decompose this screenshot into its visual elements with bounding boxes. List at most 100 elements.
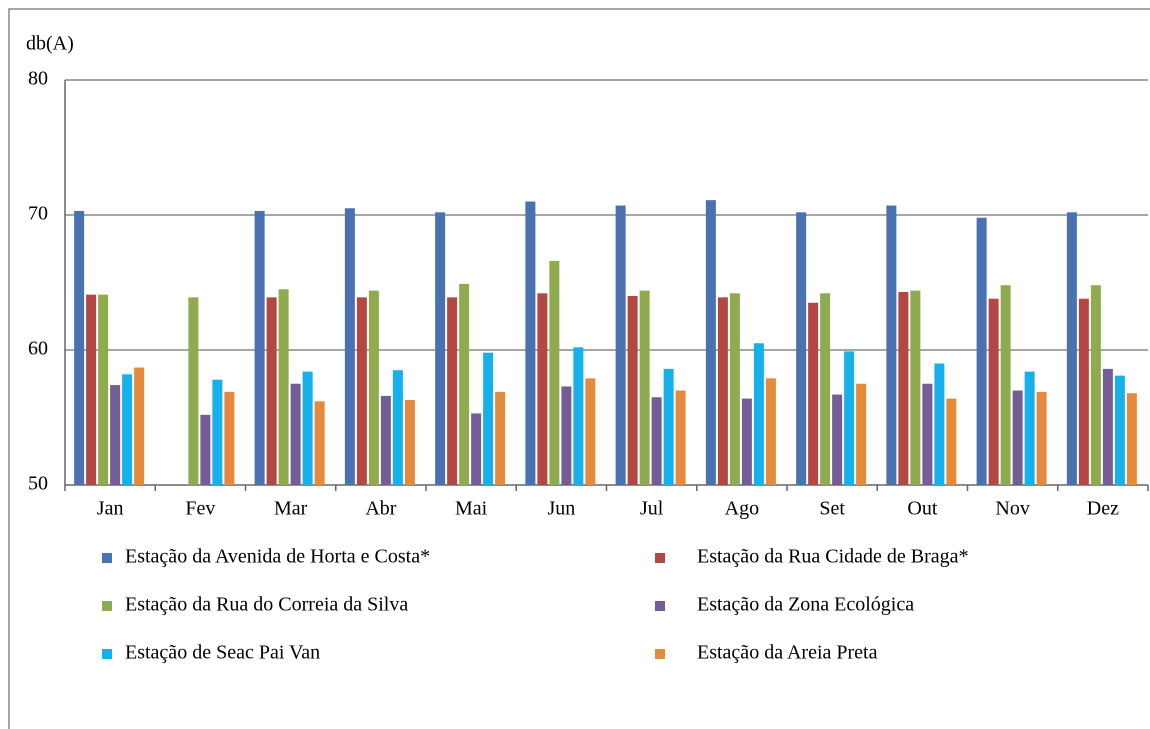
bar bbox=[1012, 390, 1023, 485]
bar bbox=[188, 297, 199, 485]
x-tick-label: Set bbox=[819, 498, 845, 520]
bar bbox=[922, 383, 933, 485]
y-tick-label: 70 bbox=[28, 203, 48, 225]
bar bbox=[314, 401, 325, 485]
bar bbox=[729, 293, 740, 485]
bar bbox=[380, 395, 391, 485]
bar bbox=[639, 290, 650, 485]
bar bbox=[537, 293, 548, 485]
x-tick-label: Ago bbox=[725, 498, 759, 520]
bar bbox=[254, 210, 265, 485]
legend-marker bbox=[655, 601, 665, 611]
bar bbox=[663, 368, 674, 485]
bar bbox=[483, 352, 494, 485]
legend-label: Estação da Rua do Correia da Silva bbox=[125, 594, 408, 616]
frame bbox=[8, 8, 1150, 729]
x-tick-label: Mar bbox=[274, 498, 308, 520]
y-axis-label: db(A) bbox=[26, 33, 74, 55]
x-tick-label: Jan bbox=[97, 498, 124, 520]
legend-marker bbox=[102, 553, 112, 563]
bar bbox=[435, 212, 446, 486]
bar bbox=[134, 367, 145, 485]
bar bbox=[832, 394, 843, 485]
bar bbox=[651, 397, 662, 485]
x-tick-label: Nov bbox=[995, 498, 1029, 520]
bar bbox=[886, 205, 897, 486]
bar bbox=[110, 385, 121, 485]
bar bbox=[808, 302, 819, 485]
bar bbox=[278, 289, 289, 485]
bar bbox=[910, 290, 921, 485]
legend-label: Estação da Avenida de Horta e Costa* bbox=[125, 546, 430, 568]
bar bbox=[1078, 298, 1089, 485]
bar bbox=[573, 347, 584, 485]
bar bbox=[98, 294, 109, 485]
bar bbox=[1066, 212, 1077, 486]
x-tick-label: Abr bbox=[365, 498, 396, 520]
bar bbox=[820, 293, 831, 485]
bar bbox=[290, 383, 301, 485]
bar bbox=[266, 297, 277, 485]
bar bbox=[1126, 393, 1137, 485]
x-tick-label: Jun bbox=[547, 498, 575, 520]
legend-marker bbox=[655, 553, 665, 563]
bar bbox=[74, 210, 85, 485]
bar bbox=[447, 297, 458, 485]
bar bbox=[525, 201, 536, 485]
bar bbox=[224, 391, 235, 485]
bar bbox=[946, 398, 957, 485]
bar bbox=[585, 378, 596, 485]
bar bbox=[1036, 391, 1047, 485]
bar bbox=[717, 297, 728, 485]
bar bbox=[86, 294, 97, 485]
bar bbox=[627, 296, 638, 485]
bar bbox=[796, 212, 807, 486]
bar bbox=[212, 379, 223, 485]
bar bbox=[705, 200, 716, 485]
legend-marker bbox=[102, 601, 112, 611]
bar bbox=[675, 390, 686, 485]
bar bbox=[753, 343, 764, 485]
bar bbox=[856, 383, 867, 485]
bar bbox=[615, 205, 626, 486]
bar bbox=[1102, 368, 1113, 485]
bar bbox=[302, 371, 313, 485]
x-tick-label: Mai bbox=[455, 498, 488, 520]
bar bbox=[549, 260, 560, 485]
bar bbox=[459, 283, 470, 485]
legend-label: Estação da Rua Cidade de Braga* bbox=[697, 546, 969, 568]
legend-label: Estação da Zona Ecológica bbox=[697, 594, 914, 616]
x-tick-label: Out bbox=[907, 498, 937, 520]
y-tick-label: 80 bbox=[28, 68, 48, 90]
bar bbox=[471, 413, 482, 485]
bar bbox=[1090, 285, 1101, 485]
bar bbox=[344, 208, 355, 485]
bar bbox=[1000, 285, 1011, 485]
bar bbox=[976, 217, 987, 485]
legend-label: Estação de Seac Pai Van bbox=[125, 642, 320, 664]
bar bbox=[392, 370, 403, 485]
bar bbox=[561, 386, 572, 485]
legend-marker bbox=[655, 649, 665, 659]
bar bbox=[122, 374, 133, 485]
legend-label: Estação da Areia Preta bbox=[697, 642, 878, 664]
bar bbox=[356, 297, 367, 485]
x-tick-label: Dez bbox=[1087, 498, 1119, 520]
y-tick-label: 50 bbox=[28, 473, 48, 495]
x-tick-label: Jul bbox=[640, 498, 664, 520]
bar bbox=[844, 351, 855, 485]
bar bbox=[404, 399, 415, 485]
bar bbox=[765, 378, 776, 485]
bar bbox=[1114, 375, 1125, 485]
x-tick-label: Fev bbox=[185, 498, 215, 520]
y-tick-label: 60 bbox=[28, 338, 48, 360]
bar bbox=[934, 363, 945, 485]
bar bbox=[495, 391, 506, 485]
bar bbox=[200, 414, 211, 485]
bar bbox=[898, 291, 909, 485]
legend-marker bbox=[102, 649, 112, 659]
bar bbox=[368, 290, 379, 485]
bar bbox=[1024, 371, 1035, 485]
bar bbox=[741, 398, 752, 485]
